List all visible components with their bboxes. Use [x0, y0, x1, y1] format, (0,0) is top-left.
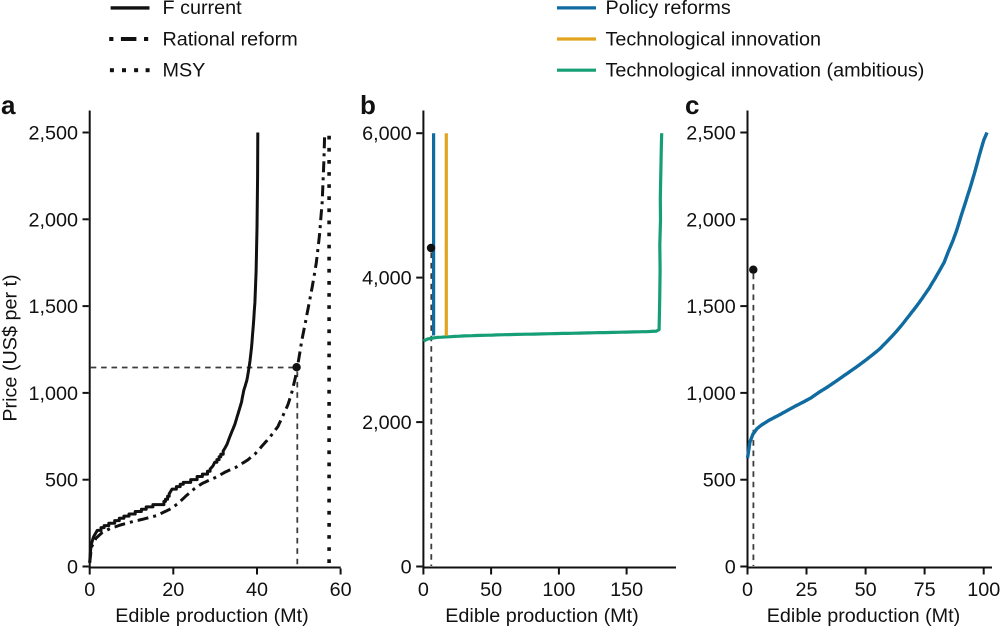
- svg-text:1,500: 1,500: [686, 296, 736, 318]
- svg-text:1,000: 1,000: [686, 383, 736, 405]
- svg-text:b: b: [360, 90, 376, 120]
- svg-text:Price (US$ per t): Price (US$ per t): [0, 274, 22, 421]
- svg-text:25: 25: [795, 579, 817, 601]
- svg-text:0: 0: [84, 579, 95, 601]
- svg-text:0: 0: [725, 557, 736, 579]
- svg-text:Technological innovation: Technological innovation: [606, 28, 822, 50]
- svg-text:20: 20: [162, 579, 184, 601]
- svg-text:6,000: 6,000: [362, 123, 412, 145]
- svg-text:40: 40: [246, 579, 268, 601]
- svg-text:Edible production (Mt): Edible production (Mt): [767, 605, 961, 627]
- svg-text:100: 100: [542, 579, 575, 601]
- svg-text:0: 0: [67, 557, 78, 579]
- svg-text:MSY: MSY: [163, 60, 206, 82]
- svg-text:0: 0: [418, 579, 429, 601]
- svg-text:50: 50: [480, 579, 502, 601]
- svg-text:Edible production (Mt): Edible production (Mt): [445, 605, 639, 627]
- svg-text:2,000: 2,000: [686, 209, 736, 231]
- svg-text:Technological innovation (ambi: Technological innovation (ambitious): [606, 60, 925, 82]
- svg-text:50: 50: [855, 579, 877, 601]
- svg-text:a: a: [1, 90, 16, 120]
- svg-text:F current: F current: [163, 0, 243, 19]
- svg-text:c: c: [685, 90, 699, 120]
- svg-text:2,500: 2,500: [28, 123, 78, 145]
- svg-text:1,000: 1,000: [28, 383, 78, 405]
- svg-text:Rational reform: Rational reform: [163, 28, 298, 50]
- svg-text:60: 60: [330, 579, 352, 601]
- svg-text:100: 100: [967, 579, 1000, 601]
- svg-text:0: 0: [742, 579, 753, 601]
- svg-text:2,000: 2,000: [28, 209, 78, 231]
- svg-text:Edible production (Mt): Edible production (Mt): [115, 605, 309, 627]
- svg-text:500: 500: [45, 470, 78, 492]
- svg-text:75: 75: [914, 579, 936, 601]
- svg-text:2,000: 2,000: [362, 412, 412, 434]
- svg-text:2,500: 2,500: [686, 123, 736, 145]
- svg-text:1,500: 1,500: [28, 296, 78, 318]
- svg-text:Policy reforms: Policy reforms: [606, 0, 731, 19]
- svg-text:150: 150: [610, 579, 643, 601]
- svg-text:4,000: 4,000: [362, 268, 412, 290]
- svg-text:0: 0: [401, 557, 412, 579]
- svg-text:500: 500: [703, 470, 736, 492]
